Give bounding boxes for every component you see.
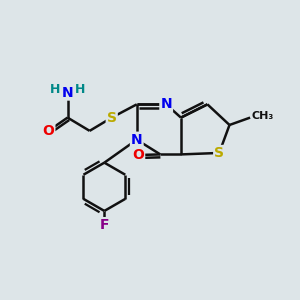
Text: H: H <box>50 83 60 96</box>
Text: N: N <box>62 85 74 100</box>
Text: H: H <box>75 83 85 96</box>
Text: F: F <box>100 218 109 232</box>
Text: CH₃: CH₃ <box>252 111 274 121</box>
Text: N: N <box>131 133 142 147</box>
Text: S: S <box>214 146 224 160</box>
Text: O: O <box>43 124 54 138</box>
Text: O: O <box>132 148 144 162</box>
Text: N: N <box>160 98 172 111</box>
Text: S: S <box>107 111 117 124</box>
